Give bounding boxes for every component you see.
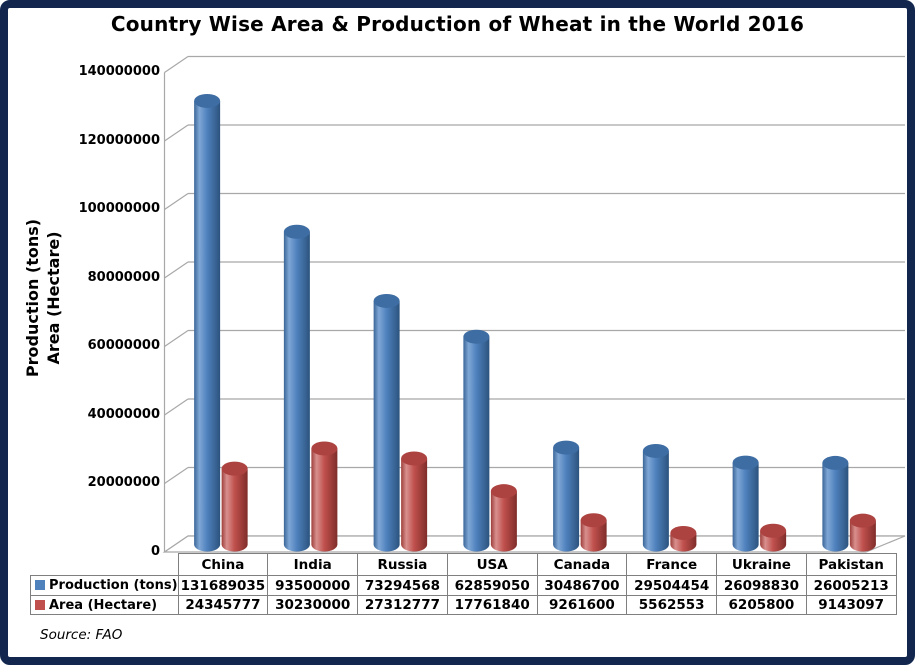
y-axis-title: Production (tons) Area (Hectare) <box>22 118 66 478</box>
production-value-pakistan: 26005213 <box>805 575 897 596</box>
cylinder-area-ukraine <box>760 523 787 552</box>
area-value-india: 30230000 <box>267 595 359 615</box>
cylinder-area-pakistan <box>849 513 876 552</box>
cylinder-area-china <box>221 461 248 552</box>
y-axis-title-line1: Production (tons) <box>23 218 42 378</box>
cylinder-production-canada <box>553 440 580 552</box>
table-header-france: France <box>626 553 718 576</box>
legend-label-area: Area (Hectare) <box>49 597 158 613</box>
production-value-ukraine: 26098830 <box>716 575 807 596</box>
axis-depth-tick <box>164 330 189 347</box>
table-header-russia: Russia <box>357 553 448 576</box>
table-header-india: India <box>267 553 359 576</box>
legend-row-area: Area (Hectare) <box>30 595 179 615</box>
cylinder-production-russia <box>373 293 400 552</box>
cylinder-production-china <box>194 93 221 552</box>
y-tick-120000000: 120000000 <box>78 133 160 148</box>
source-note: Source: FAO <box>40 627 123 643</box>
cylinder-area-russia <box>401 451 428 552</box>
cylinder-production-india <box>283 224 310 552</box>
axis-depth-tick <box>164 467 189 484</box>
axis-depth-tick <box>164 261 189 279</box>
legend-row-production: Production (tons) <box>30 575 179 596</box>
area-value-russia: 27312777 <box>357 595 448 615</box>
axis-depth-tick <box>164 56 189 73</box>
production-value-canada: 30486700 <box>536 575 628 596</box>
legend-label-production: Production (tons) <box>49 578 178 593</box>
y-tick-40000000: 40000000 <box>87 407 160 422</box>
cylinder-area-france <box>670 525 697 552</box>
table-header-canada: Canada <box>536 553 628 576</box>
data-table: China India Russia USA Canada France Ukr… <box>30 553 897 615</box>
production-value-india: 93500000 <box>267 575 359 596</box>
production-value-russia: 73294568 <box>357 575 448 596</box>
table-header-china: China <box>177 553 269 576</box>
axis-depth-tick <box>164 124 189 142</box>
y-tick-100000000: 100000000 <box>78 201 160 216</box>
cylinder-area-usa <box>490 484 517 552</box>
legend-swatch-area <box>35 599 45 610</box>
chart-plot-area <box>162 55 906 553</box>
area-value-usa: 17761840 <box>446 595 538 615</box>
chart-title: Country Wise Area & Production of Wheat … <box>110 12 805 36</box>
table-header-pakistan: Pakistan <box>805 553 897 576</box>
plot-floor <box>162 535 906 553</box>
area-value-canada: 9261600 <box>536 595 628 615</box>
area-value-ukraine: 6205800 <box>716 595 807 615</box>
legend-swatch-production <box>35 580 45 590</box>
cylinder-production-usa <box>463 329 490 552</box>
area-value-france: 5562553 <box>626 595 718 615</box>
y-tick-140000000: 140000000 <box>78 64 160 79</box>
y-axis-title-line2: Area (Hectare) <box>44 231 63 365</box>
table-corner-cell <box>30 553 179 576</box>
cylinder-area-india <box>311 441 338 552</box>
cylinder-area-canada <box>580 513 607 552</box>
axis-depth-tick <box>164 193 189 210</box>
y-tick-60000000: 60000000 <box>87 338 160 353</box>
y-tick-0: 0 <box>150 544 160 559</box>
table-header-ukraine: Ukraine <box>716 553 807 576</box>
production-value-france: 29504454 <box>626 575 718 596</box>
axis-depth-tick <box>164 398 189 416</box>
table-header-usa: USA <box>446 553 538 576</box>
production-value-usa: 62859050 <box>446 575 538 596</box>
production-value-china: 131689035 <box>177 575 269 596</box>
cylinder-production-france <box>642 443 669 552</box>
area-value-china: 24345777 <box>177 595 269 615</box>
cylinder-production-pakistan <box>822 455 849 552</box>
cylinder-production-ukraine <box>732 455 759 552</box>
area-value-pakistan: 9143097 <box>805 595 897 615</box>
y-tick-20000000: 20000000 <box>87 475 160 490</box>
y-tick-80000000: 80000000 <box>87 270 160 285</box>
